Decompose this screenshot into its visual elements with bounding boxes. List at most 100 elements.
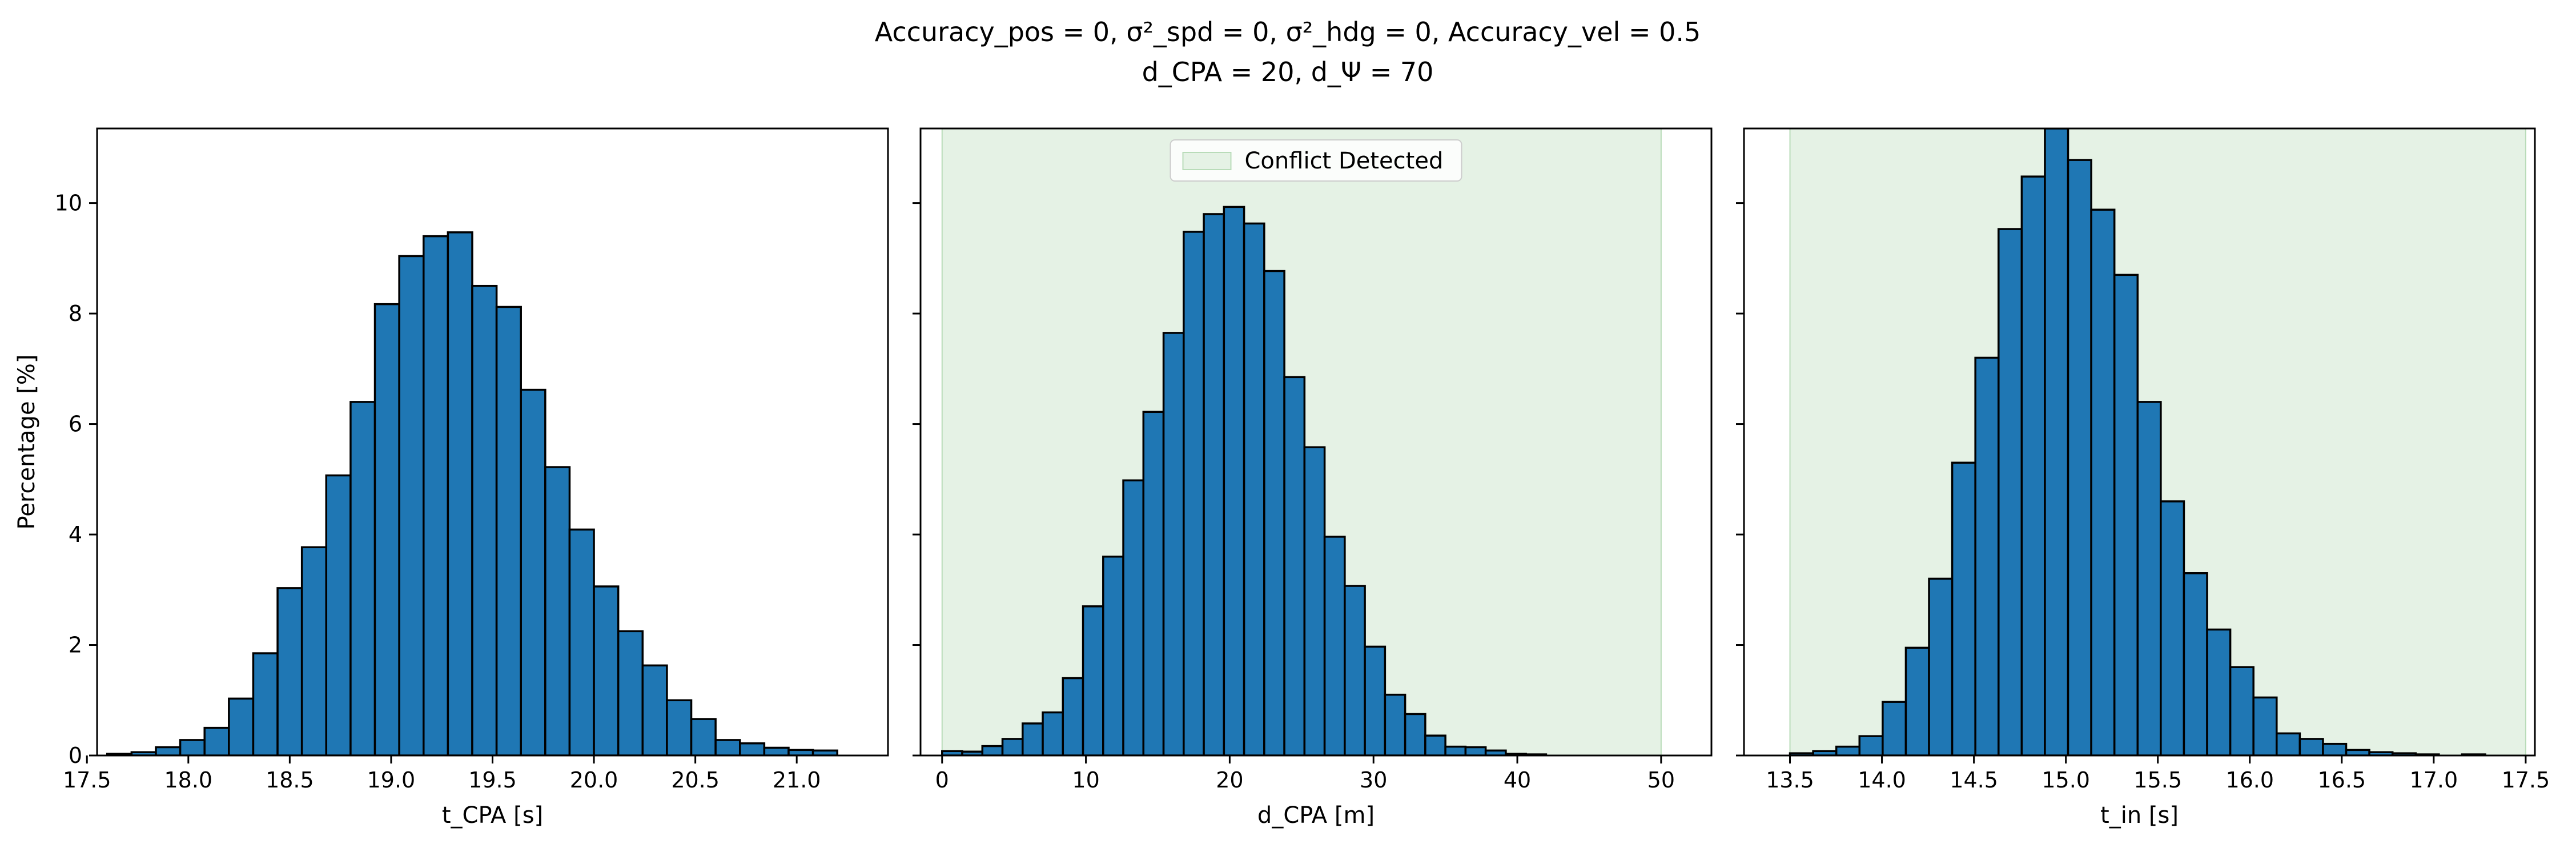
x-tick-label: 20.5 bbox=[671, 767, 720, 793]
histogram-bar bbox=[349, 401, 376, 755]
legend: Conflict Detected bbox=[1170, 139, 1462, 182]
histogram-bar bbox=[1062, 677, 1084, 755]
x-tick-label: 18.0 bbox=[164, 767, 213, 793]
figure-title-line2: d_CPA = 20, d_Ψ = 70 bbox=[1142, 57, 1434, 87]
histogram-bar bbox=[1974, 356, 2000, 755]
histogram-bar bbox=[2206, 628, 2232, 755]
histogram-bar bbox=[1263, 270, 1285, 755]
x-tick-label: 13.5 bbox=[1766, 767, 1814, 793]
histogram-bar bbox=[155, 746, 182, 755]
histogram-bar bbox=[300, 546, 328, 755]
x-tick-label: 16.5 bbox=[2317, 767, 2366, 793]
histogram-bar bbox=[1022, 722, 1044, 755]
histogram-bar bbox=[666, 699, 693, 755]
histogram-bar bbox=[544, 466, 571, 755]
x-tick-label: 20.0 bbox=[570, 767, 618, 793]
x-tick-label: 10 bbox=[1072, 767, 1099, 793]
histogram-bar bbox=[325, 474, 352, 755]
x-tick-label: 16.0 bbox=[2225, 767, 2274, 793]
histogram-bar bbox=[1384, 693, 1406, 755]
x-tick-label: 17.5 bbox=[63, 767, 111, 793]
y-tick-label: 6 bbox=[69, 412, 82, 437]
x-tick-label: 0 bbox=[935, 767, 949, 793]
histogram-bar bbox=[1858, 735, 1884, 755]
histogram-bar bbox=[1928, 577, 1954, 755]
histogram-bar bbox=[2067, 159, 2092, 755]
histogram-bar bbox=[2090, 208, 2116, 755]
x-axis-label: t_in [s] bbox=[2100, 802, 2179, 829]
histogram-bar bbox=[2298, 738, 2324, 755]
figure-title-line1: Accuracy_pos = 0, σ²_spd = 0, σ²_hdg = 0… bbox=[875, 17, 1701, 47]
histogram-bar bbox=[1082, 605, 1104, 755]
histogram-bar bbox=[2183, 572, 2208, 755]
x-axis-label: d_CPA [m] bbox=[1257, 802, 1375, 829]
histogram-bar bbox=[2020, 175, 2046, 755]
histogram-bar bbox=[1102, 555, 1124, 755]
x-tick-label: 15.5 bbox=[2133, 767, 2182, 793]
histogram-panel-dcpa: 0 10 20 30 40 50 d_CPA [m] Conflict Detected bbox=[913, 127, 1713, 829]
histogram-bar bbox=[1001, 738, 1024, 755]
histogram-bar bbox=[423, 235, 449, 755]
histogram-bar bbox=[1404, 713, 1426, 755]
x-axis-label: t_CPA [s] bbox=[442, 802, 543, 829]
histogram-bar bbox=[2113, 274, 2139, 755]
histogram-bar bbox=[520, 388, 546, 755]
histogram-bar bbox=[641, 664, 668, 755]
histogram-bar bbox=[2160, 500, 2185, 755]
histogram-bar bbox=[1122, 479, 1145, 755]
histogram-bar bbox=[1444, 745, 1467, 755]
histogram-bar bbox=[203, 726, 230, 755]
histogram-bar bbox=[471, 284, 498, 755]
histogram-bar bbox=[2229, 666, 2254, 755]
histogram-panel-tin: 13.5 14.0 14.5 15.0 15.5 16.0 16.5 17.0 17.5 t_in… bbox=[1736, 127, 2550, 829]
histogram-bar bbox=[714, 739, 741, 755]
histogram-bar bbox=[739, 742, 766, 755]
histogram-bar bbox=[2322, 742, 2348, 755]
x-tick-label: 21.0 bbox=[773, 767, 821, 793]
histogram-bar bbox=[1283, 376, 1306, 755]
y-tick-label: 2 bbox=[69, 633, 82, 658]
histogram-bar bbox=[2252, 696, 2278, 755]
histogram-bar bbox=[1364, 645, 1387, 755]
axes-frame bbox=[1743, 127, 2536, 757]
histogram-bar bbox=[179, 739, 206, 755]
histogram-bar bbox=[763, 746, 790, 755]
y-tick-label: 10 bbox=[55, 191, 82, 216]
histogram-bar bbox=[1223, 206, 1245, 755]
x-tick-label: 30 bbox=[1360, 767, 1387, 793]
histogram-bar bbox=[593, 585, 620, 755]
histogram-bar bbox=[1142, 411, 1165, 755]
x-tick-label: 19.0 bbox=[367, 767, 416, 793]
x-tick-label: 14.0 bbox=[1858, 767, 1906, 793]
legend-swatch bbox=[1182, 152, 1232, 170]
y-tick-label: 4 bbox=[69, 522, 82, 547]
histogram-bar bbox=[276, 587, 303, 755]
histogram-bar bbox=[1303, 446, 1326, 755]
histogram-panel-tcpa: 17.5 18.0 18.5 19.0 19.5 20.0 20.5 21.0 0 2 4 6 8 10 t… bbox=[14, 127, 889, 829]
histogram-bar bbox=[1904, 646, 1930, 755]
histogram-bar bbox=[373, 303, 400, 755]
histogram-bar bbox=[617, 630, 644, 755]
histogram-bar bbox=[1042, 711, 1064, 755]
y-tick-label: 8 bbox=[69, 301, 82, 326]
x-tick-label: 17.0 bbox=[2410, 767, 2458, 793]
x-tick-label: 15.0 bbox=[2041, 767, 2090, 793]
histogram-bar bbox=[1162, 332, 1185, 755]
histogram-bar bbox=[2276, 732, 2301, 755]
histogram-bar bbox=[252, 652, 279, 755]
histogram-bar bbox=[1835, 745, 1861, 755]
histogram-bar bbox=[398, 255, 425, 755]
histogram-bar bbox=[568, 528, 595, 755]
histogram-bar bbox=[1882, 701, 1907, 755]
histogram-bar bbox=[981, 745, 1004, 755]
x-tick-label: 17.5 bbox=[2502, 767, 2550, 793]
histogram-bar bbox=[1344, 585, 1366, 755]
x-tick-label: 18.5 bbox=[266, 767, 314, 793]
legend-label: Conflict Detected bbox=[1245, 148, 1444, 174]
x-tick-label: 19.5 bbox=[468, 767, 517, 793]
histogram-bar bbox=[2044, 128, 2069, 755]
axes-frame bbox=[919, 127, 1713, 757]
x-tick-label: 50 bbox=[1647, 767, 1675, 793]
histogram-bar bbox=[690, 718, 717, 755]
